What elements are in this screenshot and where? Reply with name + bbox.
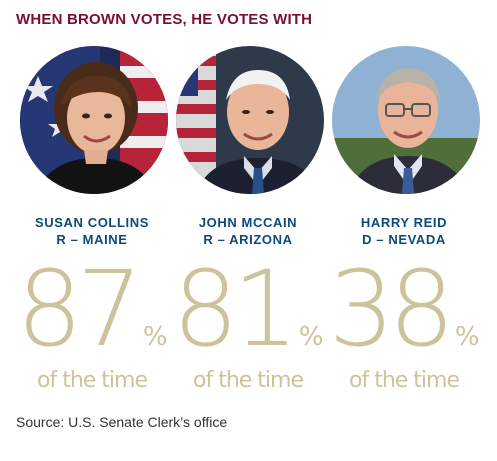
percent-figure: 87% [14, 250, 170, 368]
senator-name: HARRY REID [360, 215, 448, 230]
percent-value: 38 [328, 248, 454, 370]
source-note: Source: U.S. Senate Clerk’s office [16, 414, 228, 430]
percent-value: 87 [16, 248, 142, 370]
percent-figure: 81% [170, 250, 326, 368]
senator-card-collins: SUSAN COLLINS R – MAINE 87% of the time [14, 46, 170, 398]
portrait-susan-collins [20, 46, 168, 194]
percent-caption: of the time [37, 368, 148, 393]
senator-name: JOHN MCCAIN [198, 215, 298, 230]
headline: WHEN BROWN VOTES, HE VOTES WITH [16, 11, 313, 28]
percent-sign: % [298, 322, 324, 352]
senator-party-state: R – ARIZONA [203, 232, 293, 247]
percent-sign: % [454, 322, 480, 352]
portrait-john-mccain [176, 46, 324, 194]
percent-caption: of the time [349, 368, 460, 393]
percent-caption: of the time [193, 368, 304, 393]
senator-card-reid: HARRY REID D – NEVADA 38% of the time [326, 46, 482, 398]
senator-card-mccain: JOHN MCCAIN R – ARIZONA 81% of the time [170, 46, 326, 398]
portrait-harry-reid [332, 46, 480, 194]
percent-value: 81 [172, 248, 298, 370]
senator-name: SUSAN COLLINS [35, 215, 149, 230]
senator-party-state: D – NEVADA [362, 232, 446, 247]
senator-party-state: R – MAINE [56, 232, 128, 247]
percent-sign: % [142, 322, 168, 352]
percent-figure: 38% [326, 250, 482, 368]
